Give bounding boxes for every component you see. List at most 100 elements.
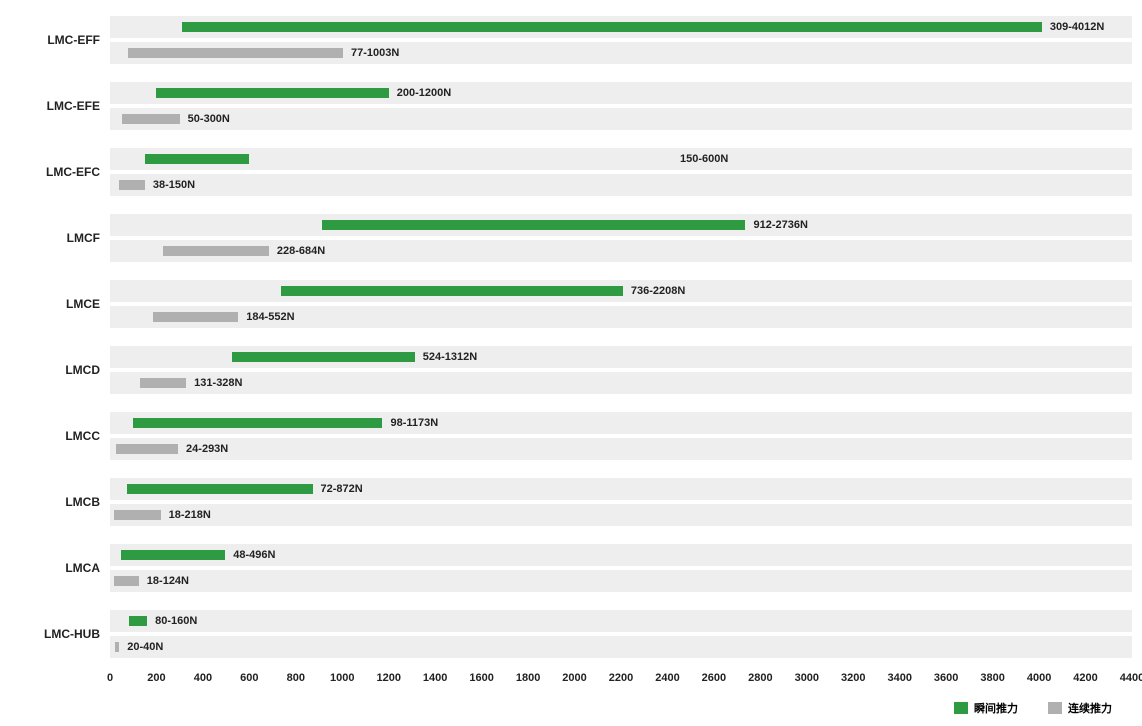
bar-value-label: 736-2208N bbox=[631, 285, 685, 297]
category-label: LMC-EFE bbox=[10, 76, 110, 136]
bar-row: 18-124N bbox=[110, 570, 1132, 592]
bar-row: 38-150N bbox=[110, 174, 1132, 196]
bar-value-label: 228-684N bbox=[277, 245, 325, 257]
bar-segment bbox=[119, 180, 145, 190]
category-label: LMC-EFF bbox=[10, 10, 110, 70]
category-row: LMCC 98-1173N 24-293N bbox=[10, 406, 1132, 466]
bar-value-label: 80-160N bbox=[155, 615, 197, 627]
axis-tick: 3600 bbox=[934, 672, 958, 684]
axis-tick: 2800 bbox=[748, 672, 772, 684]
legend-item: 瞬间推力 bbox=[954, 700, 1018, 716]
bar-segment bbox=[322, 220, 746, 230]
axis-tick: 4400 bbox=[1120, 672, 1142, 684]
bar-value-label: 72-872N bbox=[321, 483, 363, 495]
axis-tick: 2000 bbox=[562, 672, 586, 684]
range-bar-chart: LMC-EFF309-4012N77-1003NLMC-EFE200-1200N… bbox=[10, 10, 1132, 716]
category-label: LMCF bbox=[10, 208, 110, 268]
category-row: LMCA 48-496N 18-124N bbox=[10, 538, 1132, 598]
category-label: LMCC bbox=[10, 406, 110, 466]
bars-area: 912-2736N 228-684N bbox=[110, 208, 1132, 268]
bar-row: 50-300N bbox=[110, 108, 1132, 130]
bars-area: 524-1312N 131-328N bbox=[110, 340, 1132, 400]
axis-tick: 4000 bbox=[1027, 672, 1051, 684]
bar-segment bbox=[133, 418, 383, 428]
axis-tick: 2200 bbox=[609, 672, 633, 684]
axis-tick: 3000 bbox=[795, 672, 819, 684]
axis-tick: 600 bbox=[240, 672, 258, 684]
bar-segment bbox=[122, 114, 180, 124]
bar-row: 18-218N bbox=[110, 504, 1132, 526]
bar-segment bbox=[116, 444, 178, 454]
legend: 瞬间推力 连续推力 bbox=[10, 700, 1132, 716]
bar-value-label: 98-1173N bbox=[390, 417, 438, 429]
legend-swatch bbox=[1048, 702, 1062, 714]
bar-value-label: 48-496N bbox=[233, 549, 275, 561]
bar-value-label: 18-124N bbox=[147, 575, 189, 587]
bar-segment bbox=[281, 286, 623, 296]
axis-tick: 1400 bbox=[423, 672, 447, 684]
category-label: LMC-HUB bbox=[10, 604, 110, 664]
axis-tick: 2400 bbox=[655, 672, 679, 684]
bar-row: 150-600N bbox=[110, 148, 1132, 170]
bar-value-label: 24-293N bbox=[186, 443, 228, 455]
axis-tick: 3400 bbox=[887, 672, 911, 684]
bars-area: 80-160N 20-40N bbox=[110, 604, 1132, 664]
bar-row: 24-293N bbox=[110, 438, 1132, 460]
axis-tick: 3800 bbox=[980, 672, 1004, 684]
bar-segment bbox=[127, 484, 313, 494]
bar-row: 184-552N bbox=[110, 306, 1132, 328]
bars-area: 150-600N 38-150N bbox=[110, 142, 1132, 202]
bar-row: 20-40N bbox=[110, 636, 1132, 658]
bars-area: 98-1173N 24-293N bbox=[110, 406, 1132, 466]
bar-value-label: 18-218N bbox=[169, 509, 211, 521]
category-row: LMCB72-872N18-218N bbox=[10, 472, 1132, 532]
bar-segment bbox=[182, 22, 1042, 32]
bar-value-label: 524-1312N bbox=[423, 351, 477, 363]
legend-label: 瞬间推力 bbox=[974, 700, 1018, 716]
bar-segment bbox=[128, 48, 343, 58]
bar-value-label: 150-600N bbox=[680, 153, 728, 165]
legend-label: 连续推力 bbox=[1068, 700, 1112, 716]
axis-tick: 800 bbox=[287, 672, 305, 684]
bar-segment bbox=[140, 378, 186, 388]
category-row: LMCD524-1312N131-328N bbox=[10, 340, 1132, 400]
category-row: LMC-EFC 150-600N 38-150N bbox=[10, 142, 1132, 202]
bars-area: 200-1200N 50-300N bbox=[110, 76, 1132, 136]
category-row: LMC-EFF309-4012N77-1003N bbox=[10, 10, 1132, 70]
bar-row: 736-2208N bbox=[110, 280, 1132, 302]
axis-tick: 200 bbox=[147, 672, 165, 684]
bar-row: 98-1173N bbox=[110, 412, 1132, 434]
bar-value-label: 912-2736N bbox=[753, 219, 807, 231]
bar-segment bbox=[156, 88, 388, 98]
bar-row: 72-872N bbox=[110, 478, 1132, 500]
category-row: LMC-HUB 80-160N 20-40N bbox=[10, 604, 1132, 664]
category-row: LMCE 736-2208N 184-552N bbox=[10, 274, 1132, 334]
bar-row: 131-328N bbox=[110, 372, 1132, 394]
bar-segment bbox=[232, 352, 415, 362]
axis-tick: 1000 bbox=[330, 672, 354, 684]
category-label: LMCE bbox=[10, 274, 110, 334]
bars-area: 72-872N 18-218N bbox=[110, 472, 1132, 532]
bar-segment bbox=[114, 510, 160, 520]
bar-row: 48-496N bbox=[110, 544, 1132, 566]
axis-tick: 2600 bbox=[702, 672, 726, 684]
bar-segment bbox=[121, 550, 225, 560]
bar-value-label: 184-552N bbox=[246, 311, 294, 323]
bar-segment bbox=[115, 642, 120, 652]
category-row: LMC-EFE200-1200N 50-300N bbox=[10, 76, 1132, 136]
axis-tick: 400 bbox=[194, 672, 212, 684]
bar-value-label: 131-328N bbox=[194, 377, 242, 389]
bar-segment bbox=[145, 154, 250, 164]
bars-area: 309-4012N77-1003N bbox=[110, 10, 1132, 70]
bar-row: 200-1200N bbox=[110, 82, 1132, 104]
bars-area: 736-2208N 184-552N bbox=[110, 274, 1132, 334]
category-label: LMCA bbox=[10, 538, 110, 598]
category-label: LMC-EFC bbox=[10, 142, 110, 202]
bar-value-label: 77-1003N bbox=[351, 47, 399, 59]
axis-tick: 1200 bbox=[376, 672, 400, 684]
axis-tick: 0 bbox=[107, 672, 113, 684]
bar-value-label: 20-40N bbox=[127, 641, 163, 653]
legend-swatch bbox=[954, 702, 968, 714]
bar-segment bbox=[163, 246, 269, 256]
bar-row: 77-1003N bbox=[110, 42, 1132, 64]
